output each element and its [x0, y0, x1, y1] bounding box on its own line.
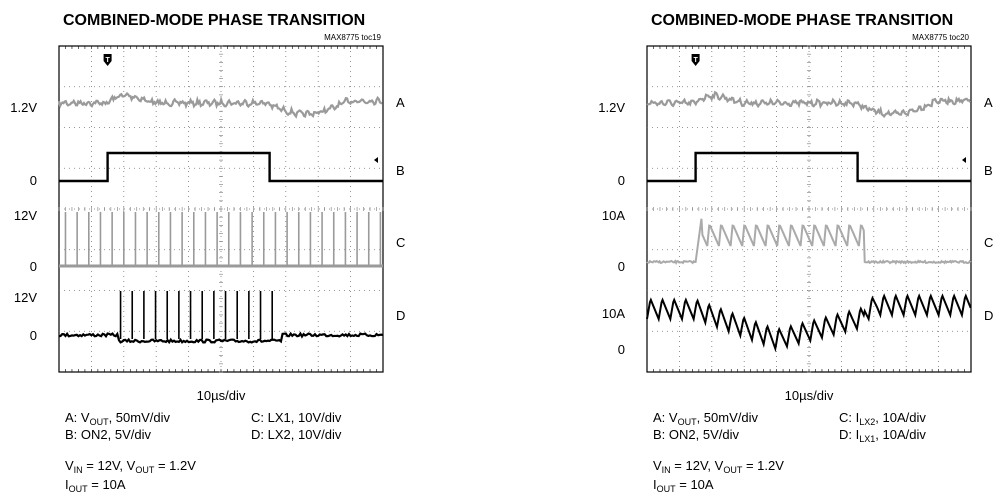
- level-label: 12V: [14, 290, 37, 305]
- caption-0: A: VOUT, 50mV/div: [65, 410, 170, 427]
- iout-line: IOUT = 10A: [65, 477, 126, 494]
- figure-ref: MAX8775 toc20: [912, 33, 969, 42]
- caption-0: A: VOUT, 50mV/div: [653, 410, 758, 427]
- trace-b: [59, 151, 383, 183]
- trace-a: [57, 91, 383, 119]
- level-label: 1.2V: [598, 100, 625, 115]
- trace-c: [646, 218, 972, 265]
- trace-d: [646, 293, 972, 353]
- channel-label-d: D: [396, 308, 405, 323]
- caption-3: D: LX2, 10V/div: [251, 427, 342, 442]
- scope-panel-1: COMBINED-MODE PHASE TRANSITION MAX8775 to…: [10, 12, 405, 494]
- zero-label: 0: [30, 259, 37, 274]
- channel-label-a: A: [396, 95, 405, 110]
- zero-label: 0: [618, 173, 625, 188]
- zero-label: 0: [30, 173, 37, 188]
- grid: [58, 45, 384, 373]
- channel-label-b: B: [396, 163, 405, 178]
- level-arrow: [374, 157, 378, 163]
- caption-1: C: ILX2, 10A/div: [839, 410, 926, 427]
- caption-1: C: LX1, 10V/div: [251, 410, 342, 425]
- zero-label: 0: [618, 259, 625, 274]
- zero-label: 0: [618, 342, 625, 357]
- level-label: 10A: [602, 306, 625, 321]
- trigger-marker: T: [103, 54, 112, 66]
- trigger-marker: T: [691, 54, 700, 66]
- grid: [646, 45, 972, 373]
- channel-label-d: D: [984, 308, 993, 323]
- iout-line: IOUT = 10A: [653, 477, 714, 494]
- conditions-line: VIN = 12V, VOUT = 1.2V: [65, 458, 196, 475]
- channel-label-c: C: [984, 235, 993, 250]
- scope-panel-2: COMBINED-MODE PHASE TRANSITION MAX8775 to…: [598, 12, 993, 494]
- channel-label-c: C: [396, 235, 405, 250]
- chart-title: COMBINED-MODE PHASE TRANSITION: [651, 12, 953, 29]
- x-axis-label: 10µs/div: [785, 388, 834, 403]
- zero-label: 0: [30, 328, 37, 343]
- level-label: 12V: [14, 208, 37, 223]
- level-label: 1.2V: [10, 100, 37, 115]
- trigger-marker-shape: [691, 54, 700, 66]
- chart-title: COMBINED-MODE PHASE TRANSITION: [63, 12, 365, 29]
- trigger-marker-shape: [103, 54, 112, 66]
- caption-2: B: ON2, 5V/div: [653, 427, 739, 442]
- x-axis-label: 10µs/div: [197, 388, 246, 403]
- conditions-line: VIN = 12V, VOUT = 1.2V: [653, 458, 784, 475]
- channel-label-b: B: [984, 163, 993, 178]
- level-label: 10A: [602, 208, 625, 223]
- caption-2: B: ON2, 5V/div: [65, 427, 151, 442]
- trace-b: [647, 151, 971, 183]
- channel-label-a: A: [984, 95, 993, 110]
- trace-d-baseline: [58, 331, 384, 345]
- level-arrow: [962, 157, 966, 163]
- trigger-marker-label: T: [693, 57, 698, 64]
- caption-3: D: ILX1, 10A/div: [839, 427, 926, 444]
- figure-ref: MAX8775 toc19: [324, 33, 381, 42]
- trigger-marker-label: T: [105, 57, 110, 64]
- trace-a: [646, 90, 972, 119]
